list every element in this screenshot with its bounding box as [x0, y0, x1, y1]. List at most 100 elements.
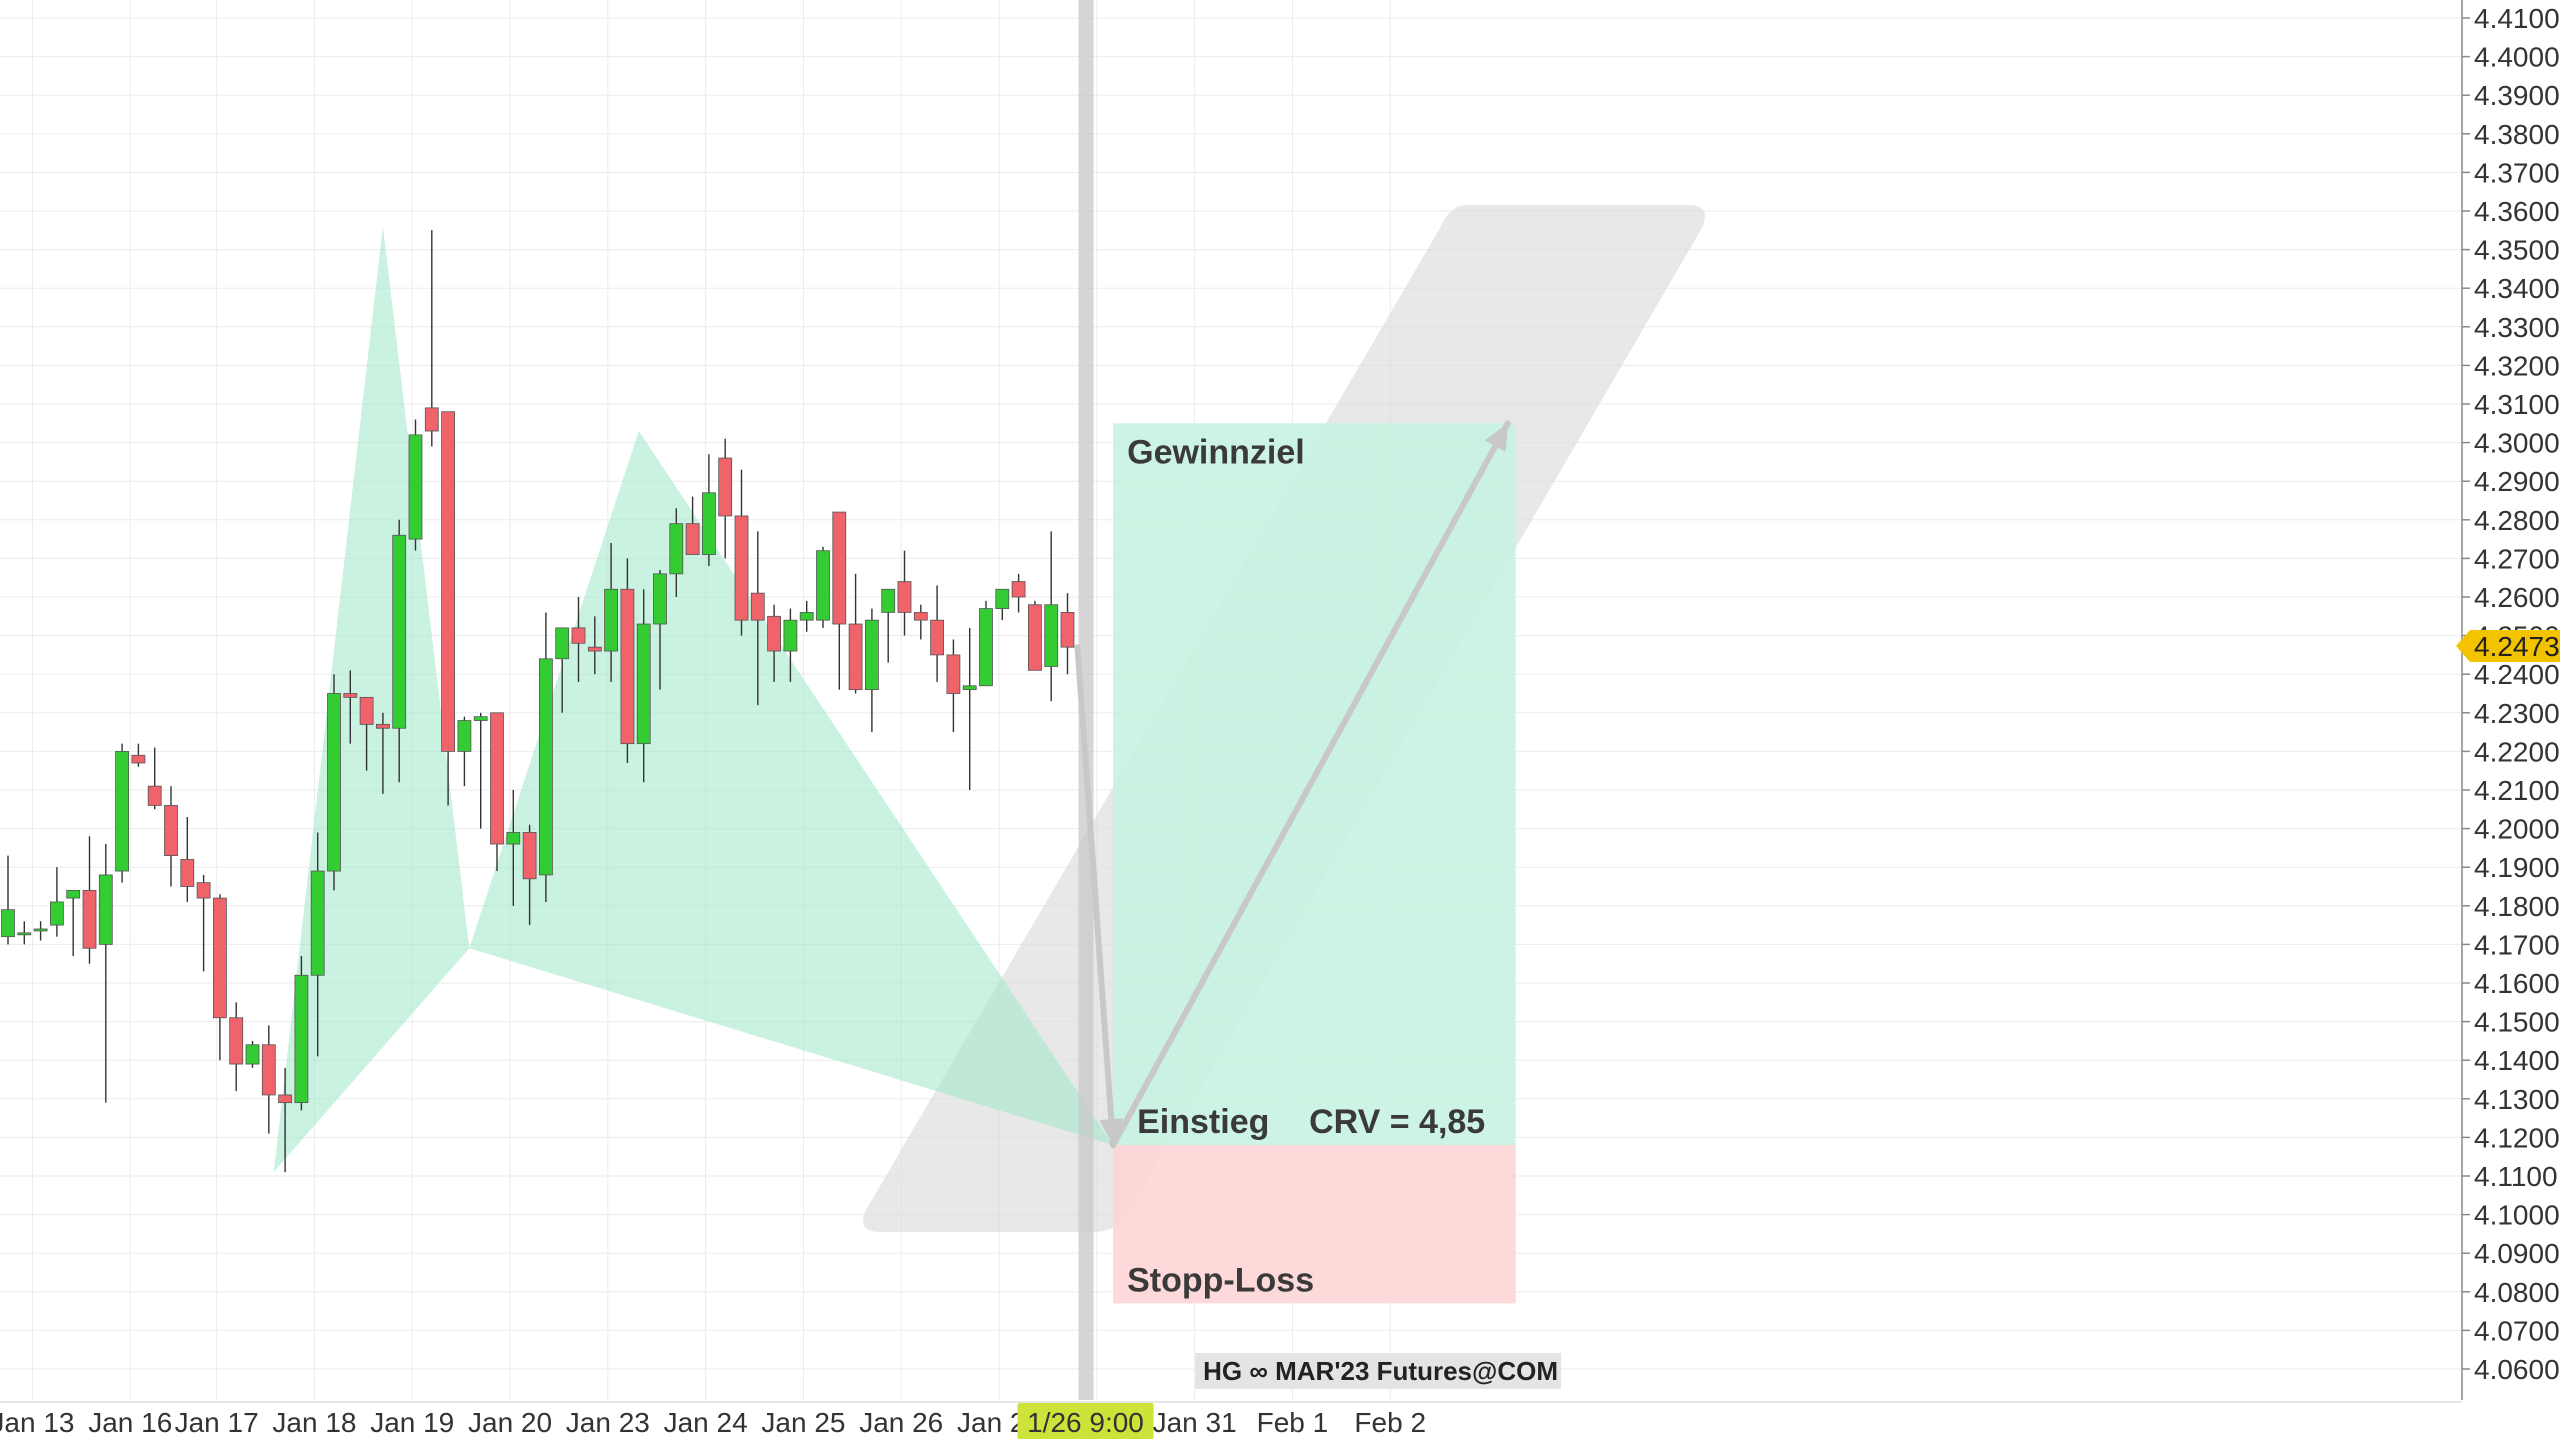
candle-body-down [278, 1094, 293, 1104]
price-tick-label: 4.1200 [2474, 1122, 2560, 1153]
candle-body-up [881, 588, 896, 613]
candle-body-up [98, 874, 113, 945]
candle-body-down [261, 1044, 276, 1096]
candle-body-down [131, 754, 146, 764]
candle-body-up [115, 751, 129, 872]
time-tick-label: Jan 24 [664, 1407, 748, 1438]
time-tick-label: Feb 1 [1257, 1407, 1329, 1438]
price-tick-label: 4.1100 [2474, 1161, 2558, 1192]
pattern-triangle-bcd [469, 431, 1114, 1146]
candle-body-down [571, 627, 586, 644]
candle-body-down [441, 411, 456, 752]
price-tick-label: 4.2800 [2474, 505, 2560, 536]
candle-body-down [1011, 581, 1026, 598]
risk-reward-label: CRV = 4,85 [1309, 1103, 1485, 1141]
arrow-to-target-head [1484, 423, 1508, 452]
candle-body-up [604, 588, 618, 652]
candle-body-down [1060, 612, 1075, 648]
candle-body-up [408, 434, 423, 540]
candle-body-up [816, 550, 830, 621]
price-tick-label: 4.3700 [2474, 157, 2560, 188]
candle-body-down [946, 654, 961, 694]
symbol-badge: HG ∞ MAR'23 Futures@COM [1195, 1353, 1562, 1389]
candle-body-down [1028, 604, 1042, 671]
price-tick-label: 4.2600 [2474, 582, 2560, 613]
time-tick-label: Jan 20 [468, 1407, 552, 1438]
time-tick-label: Jan 18 [272, 1407, 356, 1438]
candle-body-up [636, 623, 651, 745]
candle-body-down [147, 785, 162, 806]
candle-body-down [82, 889, 97, 949]
crosshair-time-label: 1/26 9:00 [1027, 1407, 1144, 1438]
time-tick-label: Jan 13 [0, 1407, 74, 1438]
candle-body-down [490, 712, 504, 845]
price-tick-label: 4.0700 [2474, 1315, 2560, 1346]
candle-body-down [930, 619, 944, 656]
candle-body-down [359, 696, 374, 725]
candle-body-down [424, 407, 439, 432]
stop-zone [1113, 1145, 1516, 1304]
time-tick-label: Jan 25 [761, 1407, 845, 1438]
candle-body-down [375, 723, 390, 729]
candle-body-down [685, 523, 700, 555]
symbol-label: HG ∞ MAR'23 Futures@COM [1203, 1356, 1558, 1386]
candle-body-up [653, 573, 667, 625]
candle-body-up [33, 928, 48, 932]
target-zone-label: Gewinnziel [1127, 433, 1305, 471]
price-tick-label: 4.0900 [2474, 1238, 2560, 1269]
price-tick-label: 4.2400 [2474, 659, 2560, 690]
price-tick-label: 4.2700 [2474, 543, 2560, 574]
candle-body-down [522, 832, 537, 880]
current-price-label: 4.2473 [2474, 631, 2560, 662]
price-tick-label: 4.2300 [2474, 698, 2560, 729]
candle-body-up [457, 720, 472, 752]
candle-body-up [327, 693, 341, 872]
price-tick-label: 4.4100 [2474, 3, 2560, 34]
price-tick-label: 4.3800 [2474, 119, 2560, 150]
time-tick-label: Jan 23 [566, 1407, 650, 1438]
candle-body-down [164, 805, 178, 857]
time-tick-label: Jan 17 [175, 1407, 259, 1438]
price-tick-label: 4.1800 [2474, 891, 2560, 922]
price-tick-label: 4.1500 [2474, 1007, 2560, 1038]
candle-body-down [196, 882, 211, 899]
candle-body-down [734, 515, 749, 621]
price-tick-label: 4.2000 [2474, 814, 2560, 845]
price-tick-label: 4.1300 [2474, 1084, 2560, 1115]
candle-body-up [473, 716, 488, 721]
candle-body-up [783, 619, 798, 652]
arrow-to-target [1110, 420, 1511, 1149]
candle-body-down [848, 623, 863, 691]
candle-body-down [767, 615, 781, 652]
time-tick-label: Jan 31 [1153, 1407, 1237, 1438]
candle-body-up [539, 658, 553, 876]
price-tick-label: 4.3500 [2474, 235, 2560, 266]
price-tick-label: 4.0800 [2474, 1277, 2560, 1308]
price-tick-label: 4.1700 [2474, 929, 2560, 960]
candle-body-down [718, 457, 733, 517]
price-tick-label: 4.3300 [2474, 312, 2560, 343]
candle-body-up [310, 870, 325, 976]
candle-body-up [1, 909, 15, 938]
price-tick-label: 4.2100 [2474, 775, 2560, 806]
price-axis: 4.0600 4.0700 4.0800 4.0900 4.1000 4.1100 4.12… [2462, 3, 2560, 1385]
time-tick-label: Feb 2 [1354, 1407, 1426, 1438]
candle-body-up [865, 619, 879, 691]
candle-body-up [17, 932, 32, 936]
candle-body-down [229, 1017, 244, 1065]
entry-label: Einstieg [1137, 1103, 1269, 1141]
candle-body-up [962, 685, 977, 691]
price-tick-label: 4.3100 [2474, 389, 2560, 420]
candle-body-down [212, 897, 227, 1019]
price-tick-label: 4.4000 [2474, 42, 2560, 73]
crosshair-time-marker: 1/26 9:00 [1017, 1403, 1154, 1439]
current-price-marker: 4.2473 [2456, 630, 2560, 663]
stop-zone-label: Stopp-Loss [1127, 1261, 1314, 1299]
candle-body-down [180, 859, 195, 887]
candle-body-down [587, 646, 602, 652]
candle-body-up [294, 974, 309, 1104]
price-tick-label: 4.3200 [2474, 350, 2560, 381]
price-tick-label: 4.0600 [2474, 1354, 2560, 1385]
